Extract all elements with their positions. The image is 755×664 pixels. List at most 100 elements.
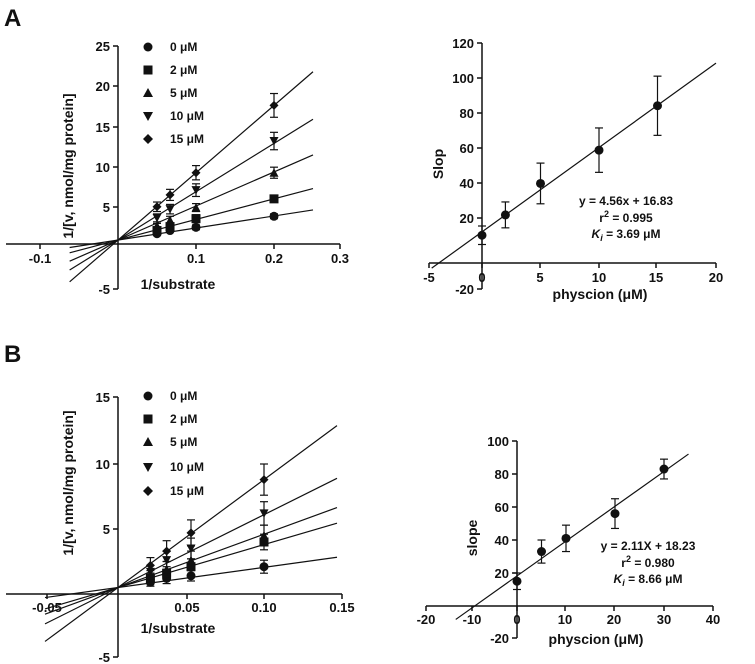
y-ticks: -5 5 10 15 (96, 390, 118, 664)
marker-circle (659, 464, 669, 474)
legend-entry: 2 μM (143, 63, 197, 77)
marker-triangle-down (269, 136, 279, 146)
legend-label: 15 μM (170, 484, 204, 498)
y-ticks: -5 5 10 15 20 25 (96, 39, 118, 297)
plot-area (44, 425, 338, 642)
y-tick-label: 25 (96, 39, 110, 54)
y-axis-label: Slop (430, 149, 446, 179)
ki-subscript: i (622, 578, 625, 588)
x-ticks: -0.05 0.05 0.10 0.15 (32, 594, 355, 615)
ki-value: = 8.66 μM (625, 572, 683, 586)
legend-marker-diamond (143, 486, 153, 496)
y-axis-label: 1/[v, nmol/mg protein] (60, 93, 76, 238)
legend-marker-square (143, 65, 153, 75)
x-tick-label: -0.05 (32, 600, 62, 615)
y-tick-label: 40 (495, 533, 509, 548)
marker-square (269, 194, 279, 204)
fit-line (431, 62, 717, 269)
marker-square (165, 222, 175, 232)
fit-equation: y = 2.11X + 18.23 (601, 539, 696, 553)
y-axis-label: slope (464, 520, 480, 557)
r2-value: = 0.980 (631, 556, 675, 570)
y-tick-label: 15 (96, 390, 110, 405)
fit-equation: y = 4.56x + 16.83 (579, 194, 673, 208)
marker-circle (594, 145, 604, 155)
panel-label-a: A (4, 5, 21, 32)
legend-label: 0 μM (170, 389, 197, 403)
legend-entry: 5 μM (143, 86, 197, 100)
fit-annotation: y = 4.56x + 16.83 r2 = 0.995 Ki = 3.69 μ… (579, 194, 673, 243)
y-tick-label: 5 (103, 522, 110, 537)
x-tick-label: 15 (649, 270, 663, 285)
x-axis-label: physcion (μM) (553, 286, 648, 302)
ki-symbol: K (614, 572, 624, 586)
x-tick-label: 0.1 (187, 251, 205, 266)
legend-entry: 15 μM (143, 484, 204, 498)
x-tick-label: 20 (607, 612, 621, 627)
x-ticks: -0.1 0.1 0.2 0.3 (29, 244, 349, 266)
legend-label: 2 μM (170, 412, 197, 426)
x-tick-label: -20 (417, 612, 436, 627)
marker-triangle (259, 531, 269, 540)
y-tick-label: 5 (103, 200, 110, 215)
x-axis-label: 1/substrate (141, 276, 216, 292)
legend-label: 5 μM (170, 435, 197, 449)
marker-triangle (186, 555, 196, 565)
fit-ki: Ki = 3.69 μM (592, 227, 661, 243)
legend-entry: 0 μM (143, 389, 197, 403)
y-tick-label: -5 (98, 282, 110, 297)
marker-circle (512, 576, 522, 586)
legend-marker-triangle (143, 437, 153, 446)
y-tick-label: 10 (96, 457, 110, 472)
marker-diamond (259, 475, 269, 485)
x-tick-label: 10 (592, 270, 606, 285)
marker-triangle (152, 221, 162, 230)
marker-circle (653, 101, 662, 111)
marker-triangle (165, 215, 175, 225)
x-tick-label: -10 (463, 612, 482, 627)
x-ticks: -5 0 5 10 15 20 (423, 263, 723, 285)
marker-circle (610, 509, 620, 519)
y-tick-label: 40 (460, 176, 474, 191)
y-ticks: -20 20 40 60 80 100 120 (452, 36, 482, 297)
legend-entry: 10 μM (143, 109, 204, 123)
plot-area (455, 453, 689, 620)
marker-triangle-down (152, 213, 162, 223)
fit-line (455, 453, 689, 620)
legend-label: 10 μM (170, 460, 204, 474)
marker-triangle-down (165, 205, 175, 214)
y-tick-label: 80 (495, 467, 509, 482)
x-tick-label: 10 (558, 612, 572, 627)
marker-diamond (186, 528, 196, 538)
x-tick-label: 0.05 (174, 600, 199, 615)
marker-circle (561, 533, 571, 543)
marker-diamond (165, 190, 175, 200)
fit-annotation: y = 2.11X + 18.23 r2 = 0.980 Ki = 8.66 μ… (601, 539, 696, 588)
y-tick-label: 20 (495, 566, 509, 581)
y-ticks: -20 20 40 60 80 100 (487, 434, 517, 646)
marker-circle (477, 230, 487, 240)
y-tick-label: 120 (452, 36, 474, 51)
x-tick-label: 20 (709, 270, 723, 285)
x-axis-label: 1/substrate (141, 620, 216, 636)
y-tick-label: 20 (460, 211, 474, 226)
legend-entry: 10 μM (143, 460, 204, 474)
marker-triangle-down (186, 544, 196, 553)
legend: 0 μM 2 μM 5 μM 10 μM 15 μM (143, 389, 204, 498)
legend-label: 15 μM (170, 132, 204, 146)
fit-ki: Ki = 8.66 μM (614, 572, 683, 588)
x-ticks: -20 -10 0 10 20 30 40 (417, 606, 720, 627)
marker-triangle (269, 168, 279, 177)
chart-b-replot: -20 -10 0 10 20 30 40 -20 20 40 60 80 10… (417, 434, 721, 647)
x-tick-label: -5 (423, 270, 435, 285)
legend-marker-diamond (143, 134, 153, 144)
ki-value: = 3.69 μM (603, 227, 661, 241)
legend-entry: 5 μM (143, 435, 197, 449)
y-tick-label: -5 (98, 650, 110, 664)
y-tick-label: 100 (487, 434, 509, 449)
y-tick-label: 80 (460, 106, 474, 121)
legend-marker-triangle-down (143, 463, 153, 472)
y-tick-label: 100 (452, 71, 474, 86)
x-tick-label: 0.3 (331, 251, 349, 266)
